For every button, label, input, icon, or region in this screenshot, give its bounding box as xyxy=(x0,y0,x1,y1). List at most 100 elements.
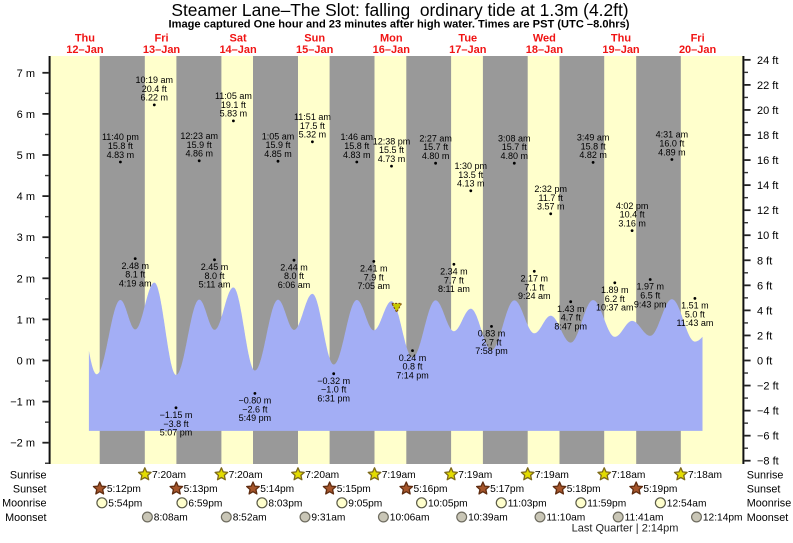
svg-text:−3.8 ft: −3.8 ft xyxy=(163,419,189,429)
svg-text:10:05pm: 10:05pm xyxy=(428,498,468,509)
svg-text:7.7 ft: 7.7 ft xyxy=(444,275,465,285)
svg-text:Moonset: Moonset xyxy=(747,512,788,524)
svg-text:20.4 ft: 20.4 ft xyxy=(142,84,168,94)
svg-text:11:41am: 11:41am xyxy=(625,513,664,524)
svg-text:7:18am: 7:18am xyxy=(611,470,645,481)
svg-text:Sun: Sun xyxy=(304,33,325,45)
svg-text:−2 m: −2 m xyxy=(10,438,35,450)
svg-text:11:51 am: 11:51 am xyxy=(294,112,331,122)
svg-text:8:47 pm: 8:47 pm xyxy=(554,322,587,332)
svg-text:Sunrise: Sunrise xyxy=(10,469,47,481)
svg-text:4.83 m: 4.83 m xyxy=(343,150,371,160)
svg-text:3:49 am: 3:49 am xyxy=(577,133,610,143)
svg-text:4.82 m: 4.82 m xyxy=(579,150,607,160)
svg-text:9:31am: 9:31am xyxy=(311,513,345,524)
svg-text:−8 ft: −8 ft xyxy=(757,456,779,468)
svg-text:4.80 m: 4.80 m xyxy=(501,151,529,161)
svg-text:11:40 pm: 11:40 pm xyxy=(102,132,139,142)
svg-text:8:52am: 8:52am xyxy=(233,513,267,524)
svg-text:Thu: Thu xyxy=(611,33,631,45)
svg-text:0 m: 0 m xyxy=(17,356,35,368)
svg-text:12:14pm: 12:14pm xyxy=(703,513,743,524)
svg-text:15.7 ft: 15.7 ft xyxy=(423,142,449,152)
svg-text:6:06 am: 6:06 am xyxy=(278,280,311,290)
svg-text:9:43 pm: 9:43 pm xyxy=(634,299,667,309)
svg-text:Mon: Mon xyxy=(380,33,403,45)
svg-text:7:14 pm: 7:14 pm xyxy=(396,370,429,380)
svg-text:19.1 ft: 19.1 ft xyxy=(221,100,247,110)
svg-text:2.17 m: 2.17 m xyxy=(521,274,549,284)
svg-text:2 ft: 2 ft xyxy=(757,330,772,342)
svg-text:15.5 ft: 15.5 ft xyxy=(379,145,405,155)
svg-text:−6 ft: −6 ft xyxy=(757,431,779,443)
svg-text:2:27 am: 2:27 am xyxy=(419,133,452,143)
svg-text:4 m: 4 m xyxy=(17,191,35,203)
svg-text:−0.80 m: −0.80 m xyxy=(239,396,272,406)
svg-text:6:31 pm: 6:31 pm xyxy=(317,394,350,404)
svg-text:8:03pm: 8:03pm xyxy=(268,498,302,509)
svg-text:2.41 m: 2.41 m xyxy=(360,264,388,274)
svg-text:22 ft: 22 ft xyxy=(757,80,778,92)
svg-text:3:08 am: 3:08 am xyxy=(498,133,531,143)
svg-text:5:49 pm: 5:49 pm xyxy=(239,413,272,423)
svg-text:16–Jan: 16–Jan xyxy=(373,44,411,56)
svg-text:4.13 m: 4.13 m xyxy=(457,179,485,189)
svg-text:5.32 m: 5.32 m xyxy=(299,130,327,140)
svg-text:20 ft: 20 ft xyxy=(757,105,778,117)
svg-text:Moonrise: Moonrise xyxy=(2,498,46,510)
svg-text:2.48 m: 2.48 m xyxy=(121,261,149,271)
svg-text:17.5 ft: 17.5 ft xyxy=(300,121,326,131)
svg-text:Sunset: Sunset xyxy=(747,484,781,496)
svg-text:19–Jan: 19–Jan xyxy=(602,44,640,56)
svg-text:11:43 am: 11:43 am xyxy=(676,318,713,328)
svg-text:6:59pm: 6:59pm xyxy=(188,498,222,509)
svg-text:8.1 ft: 8.1 ft xyxy=(125,270,146,280)
svg-text:8.0 ft: 8.0 ft xyxy=(204,271,225,281)
svg-text:1:30 pm: 1:30 pm xyxy=(455,161,488,171)
svg-text:6.5 ft: 6.5 ft xyxy=(640,291,661,301)
svg-text:5:19pm: 5:19pm xyxy=(643,484,677,495)
svg-text:Image captured One hour and 23: Image captured One hour and 23 minutes a… xyxy=(169,19,630,31)
svg-text:12 ft: 12 ft xyxy=(757,205,778,217)
svg-text:Fri: Fri xyxy=(691,33,705,45)
svg-text:Sunset: Sunset xyxy=(13,484,47,496)
svg-text:9:24 am: 9:24 am xyxy=(518,291,551,301)
svg-text:7:58 pm: 7:58 pm xyxy=(475,346,508,356)
svg-text:−4 ft: −4 ft xyxy=(757,406,779,418)
svg-text:0.8 ft: 0.8 ft xyxy=(402,362,423,372)
svg-text:5:17pm: 5:17pm xyxy=(490,484,524,495)
svg-text:6.22 m: 6.22 m xyxy=(141,93,169,103)
svg-text:7:20am: 7:20am xyxy=(229,470,263,481)
svg-text:2.45 m: 2.45 m xyxy=(201,262,229,272)
svg-text:7.1 ft: 7.1 ft xyxy=(524,282,545,292)
svg-text:2.7 ft: 2.7 ft xyxy=(481,337,502,347)
svg-text:6 ft: 6 ft xyxy=(757,280,772,292)
svg-text:0.83 m: 0.83 m xyxy=(478,329,506,339)
svg-text:10:37 am: 10:37 am xyxy=(596,303,634,313)
svg-text:2:32 pm: 2:32 pm xyxy=(534,184,567,194)
svg-text:7:05 am: 7:05 am xyxy=(358,281,391,291)
svg-text:7:19am: 7:19am xyxy=(535,470,569,481)
svg-text:Sunrise: Sunrise xyxy=(747,469,784,481)
svg-text:4:02 pm: 4:02 pm xyxy=(616,201,649,211)
svg-text:9:05pm: 9:05pm xyxy=(348,498,382,509)
svg-text:Steamer Lane–The Slot: falling: Steamer Lane–The Slot: falling ordinary … xyxy=(171,0,628,20)
svg-text:5.0 ft: 5.0 ft xyxy=(685,309,706,319)
svg-text:Moonrise: Moonrise xyxy=(747,498,791,510)
svg-text:16 ft: 16 ft xyxy=(757,155,778,167)
svg-text:1.43 m: 1.43 m xyxy=(557,304,585,314)
svg-text:11.7 ft: 11.7 ft xyxy=(539,193,564,203)
svg-text:4.73 m: 4.73 m xyxy=(378,154,406,164)
svg-text:1:05 am: 1:05 am xyxy=(262,131,295,141)
svg-text:Last Quarter | 2:14pm: Last Quarter | 2:14pm xyxy=(572,523,679,535)
svg-text:11:03pm: 11:03pm xyxy=(508,498,547,509)
svg-text:8:08am: 8:08am xyxy=(154,513,188,524)
svg-text:Moonset: Moonset xyxy=(5,512,46,524)
svg-text:24 ft: 24 ft xyxy=(757,55,778,67)
svg-text:1.51 m: 1.51 m xyxy=(681,301,709,311)
svg-text:4:19 am: 4:19 am xyxy=(119,278,152,288)
svg-text:5:12pm: 5:12pm xyxy=(107,484,141,495)
svg-text:4 ft: 4 ft xyxy=(757,305,772,317)
svg-text:12:54am: 12:54am xyxy=(667,498,707,509)
svg-text:15.8 ft: 15.8 ft xyxy=(108,141,134,151)
